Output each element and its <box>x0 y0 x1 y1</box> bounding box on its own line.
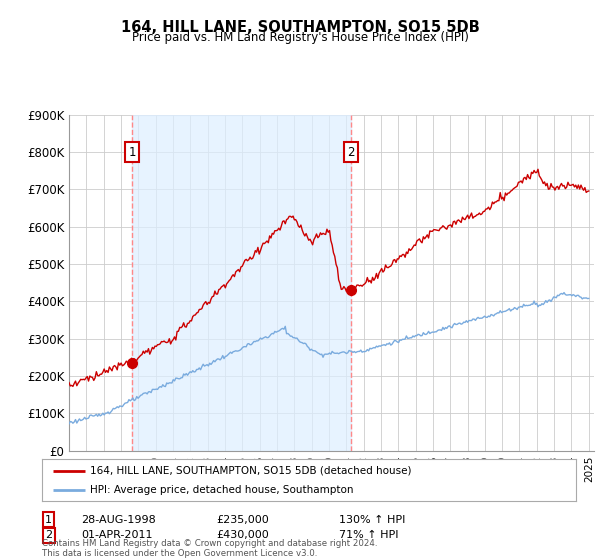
Text: £235,000: £235,000 <box>216 515 269 525</box>
Text: 1: 1 <box>128 146 136 158</box>
Text: £430,000: £430,000 <box>216 530 269 540</box>
Text: 2: 2 <box>45 530 52 540</box>
Text: 01-APR-2011: 01-APR-2011 <box>81 530 152 540</box>
Text: Contains HM Land Registry data © Crown copyright and database right 2024.
This d: Contains HM Land Registry data © Crown c… <box>42 539 377 558</box>
Text: 71% ↑ HPI: 71% ↑ HPI <box>339 530 398 540</box>
Text: 164, HILL LANE, SOUTHAMPTON, SO15 5DB (detached house): 164, HILL LANE, SOUTHAMPTON, SO15 5DB (d… <box>90 465 412 475</box>
Text: 130% ↑ HPI: 130% ↑ HPI <box>339 515 406 525</box>
Text: 2: 2 <box>347 146 355 158</box>
Text: Price paid vs. HM Land Registry's House Price Index (HPI): Price paid vs. HM Land Registry's House … <box>131 31 469 44</box>
Text: 28-AUG-1998: 28-AUG-1998 <box>81 515 156 525</box>
Bar <box>132 115 350 451</box>
Text: 1: 1 <box>45 515 52 525</box>
Text: 164, HILL LANE, SOUTHAMPTON, SO15 5DB: 164, HILL LANE, SOUTHAMPTON, SO15 5DB <box>121 20 479 35</box>
Text: HPI: Average price, detached house, Southampton: HPI: Average price, detached house, Sout… <box>90 485 353 495</box>
